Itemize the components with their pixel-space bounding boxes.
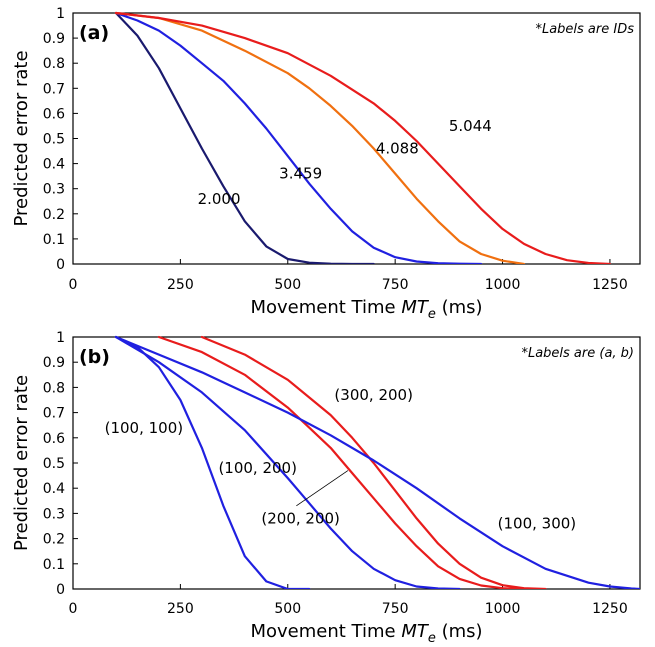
x-axis-label-sub: e xyxy=(428,307,436,322)
y-tick-label: 0.5 xyxy=(43,456,65,472)
x-tick-label: 1250 xyxy=(592,601,628,617)
x-axis-label: Movement Time MTe (ms) xyxy=(250,621,482,646)
curve-label: (100, 100) xyxy=(105,419,184,437)
y-tick-label: 0.8 xyxy=(43,380,65,396)
x-tick-label: 0 xyxy=(69,277,78,293)
curve-label: 2.000 xyxy=(198,190,241,208)
x-axis-label-var: MT xyxy=(401,621,430,642)
curve-label: 4.088 xyxy=(376,140,419,158)
y-tick-label: 0.7 xyxy=(43,406,65,422)
x-axis-label: Movement Time MTe (ms) xyxy=(250,297,482,322)
series-line-1 xyxy=(114,11,483,264)
series-line-2 xyxy=(114,11,526,264)
series-line-1 xyxy=(114,335,461,589)
y-tick-label: 0 xyxy=(56,582,65,598)
y-tick-label: 0.3 xyxy=(43,182,65,198)
y-tick-label: 0 xyxy=(56,257,65,273)
series-line-3 xyxy=(200,335,547,589)
x-tick-label: 750 xyxy=(382,277,409,293)
x-tick-label: 1000 xyxy=(485,277,521,293)
leader-line xyxy=(296,470,349,507)
y-tick-label: 0.8 xyxy=(43,56,65,72)
y-tick-label: 0.2 xyxy=(43,207,65,223)
y-tick-label: 0.6 xyxy=(43,106,65,122)
curve-label: (100, 200) xyxy=(218,459,297,477)
curve-label: (100, 300) xyxy=(498,515,577,533)
y-tick-label: 0.3 xyxy=(43,506,65,522)
y-tick-label: 0.1 xyxy=(43,232,65,248)
x-axis-label-sub: e xyxy=(428,631,436,646)
panel-note: *Labels are IDs xyxy=(535,22,634,37)
curve-label: 3.459 xyxy=(279,165,322,183)
x-tick-label: 250 xyxy=(167,277,194,293)
panel-tag: (b) xyxy=(79,346,110,368)
x-axis-label-unit: (ms) xyxy=(436,297,483,318)
panel-note: *Labels are (a, b) xyxy=(521,346,634,361)
y-tick-label: 0.9 xyxy=(43,355,65,371)
y-tick-label: 1 xyxy=(56,330,65,346)
x-tick-label: 500 xyxy=(274,277,301,293)
x-tick-label: 1000 xyxy=(485,601,521,617)
y-tick-label: 0.9 xyxy=(43,31,65,47)
series-line-2 xyxy=(157,335,526,589)
y-axis-label: Predicted error rate xyxy=(11,375,32,551)
panel-b: 0 0.1 0.2 0.3 0.4 0.5 0.6 0.7 0.8 0.9 1 0 250 500 750 1… xyxy=(11,330,641,646)
plot-frame xyxy=(72,12,641,265)
y-tick-label: 0.7 xyxy=(43,81,65,97)
x-axis-label-main: Movement Time xyxy=(250,621,401,642)
series-line-4 xyxy=(114,335,640,589)
series-line-0 xyxy=(114,11,375,264)
plot-frame xyxy=(72,336,641,590)
x-tick-label: 0 xyxy=(69,601,78,617)
x-axis-label-var: MT xyxy=(401,297,430,318)
curve-label: (300, 200) xyxy=(334,386,413,404)
y-tick-label: 0.5 xyxy=(43,132,65,148)
curve-label: (200, 200) xyxy=(261,509,340,527)
y-tick-label: 0.1 xyxy=(43,557,65,573)
x-axis-label-main: Movement Time xyxy=(250,297,401,318)
y-tick-label: 1 xyxy=(56,6,65,22)
x-tick-label: 250 xyxy=(167,601,194,617)
curve-label: 5.044 xyxy=(449,117,492,135)
y-tick-label: 0.6 xyxy=(43,431,65,447)
panel-a: 0 0.1 0.2 0.3 0.4 0.5 0.6 0.7 0.8 0.9 1 0 250 500 750 1… xyxy=(11,6,641,322)
y-axis-label: Predicted error rate xyxy=(11,50,32,226)
y-tick-label: 0.4 xyxy=(43,157,65,173)
y-tick-label: 0.4 xyxy=(43,481,65,497)
x-tick-label: 500 xyxy=(274,601,301,617)
x-axis-label-unit: (ms) xyxy=(436,621,483,642)
panel-tag: (a) xyxy=(79,22,109,44)
x-tick-label: 1250 xyxy=(592,277,628,293)
series-line-3 xyxy=(114,11,612,264)
y-tick-label: 0.2 xyxy=(43,532,65,548)
x-tick-label: 750 xyxy=(382,601,409,617)
